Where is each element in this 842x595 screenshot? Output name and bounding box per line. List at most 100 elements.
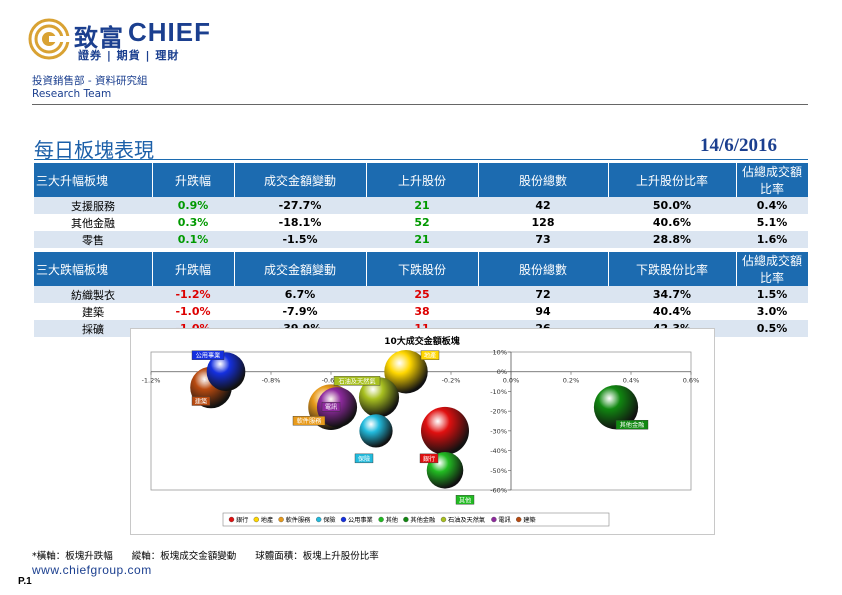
bubble-label: 其他 [459, 496, 471, 504]
sector-name: 紡織製衣 [34, 286, 152, 303]
x-tick-label: 0.4% [623, 377, 640, 385]
bubble-label: 其他金融 [620, 421, 645, 429]
bubble-4 [206, 352, 246, 392]
turnover-change-cell: 6.7% [234, 286, 366, 303]
bubble-chart-frame: 10大成交金額板塊 -1.2%-1.0%-0.8%-0.6%-0.4%-0.2%… [130, 328, 715, 535]
legend-label: 建築 [523, 516, 535, 524]
x-tick-label: -1.2% [142, 377, 161, 385]
y-tick-label: -30% [490, 427, 507, 435]
legend-box [222, 512, 610, 527]
sector-name: 採礦 [34, 320, 152, 337]
bubble-label-box [292, 415, 326, 426]
legend-label: 其他 [386, 516, 398, 524]
turnover-share-cell: 0.4% [736, 197, 808, 214]
brand-subtitle: 證券 | 期貨 | 理財 [78, 49, 180, 62]
y-tick-label: -10% [490, 388, 507, 396]
table-header-row: 三大升幅板塊 升跌幅 成交金額變動 上升股份 股份總數 上升股份比率 佔總成交額… [34, 163, 809, 197]
sector-name: 支援服務 [34, 197, 152, 214]
brand-english: CHIEF [128, 17, 211, 47]
brand-chinese: 致富 [74, 24, 124, 52]
legend-label: 保險 [323, 516, 335, 524]
chief-logo-icon [28, 18, 70, 60]
turnover-change-cell: -7.9% [282, 305, 318, 318]
y-tick-label: -20% [490, 408, 507, 416]
rising-ratio-cell: 40.6% [652, 216, 692, 229]
col-header: 三大跌幅板塊 [34, 252, 153, 286]
page-title: 每日板塊表現 [34, 138, 154, 162]
legend-label: 軟件服務 [286, 516, 312, 524]
y-tick-label: -60% [490, 487, 507, 495]
legend-swatch [491, 516, 497, 523]
x-tick-label: -0.2% [442, 377, 461, 385]
footnote: *橫軸：板塊升跌幅 縱軸：板塊成交金額變動 球體面積：板塊上升股份比率 [32, 551, 379, 562]
table-row: 支援服務 0.9% -27.7% 21 42 50.0% 0.4% [34, 197, 808, 214]
rising-count-cell: 21 [366, 197, 478, 214]
col-header: 上升股份 [366, 163, 479, 197]
y-tick-label: -40% [490, 447, 507, 455]
col-header: 下跌股份比率 [608, 252, 737, 286]
sector-name: 零售 [34, 231, 152, 248]
turnover-share-cell: 1.5% [736, 286, 808, 303]
legend-swatch [228, 516, 235, 523]
legend-swatch [340, 516, 347, 523]
bubble-label-box [333, 376, 381, 386]
bubble-3 [359, 414, 393, 448]
total-count-cell: 72 [478, 286, 608, 303]
rising-ratio-cell: 28.8% [608, 231, 736, 248]
bubble-label: 石油及天然氣 [338, 377, 375, 385]
legend-label: 石油及天然氣 [448, 516, 485, 524]
website-link[interactable]: www.chiefgroup.com [32, 563, 152, 577]
total-count-cell: 42 [478, 197, 608, 214]
bubble-label-box [455, 495, 475, 505]
rising-ratio-cell: 50.0% [608, 197, 736, 214]
bubble-label-box [321, 401, 341, 412]
bubble-label: 保險 [358, 455, 370, 463]
turnover-change-cell: -27.7% [234, 197, 366, 214]
y-tick-label: 10% [493, 349, 507, 357]
header-divider [32, 104, 808, 105]
legend-swatch [316, 516, 322, 523]
change-cell: -1.2% [152, 286, 234, 303]
col-header: 升跌幅 [152, 163, 235, 197]
bubble-label: 地產 [424, 352, 436, 360]
y-tick-label: -50% [490, 467, 507, 475]
sector-name: 其他金融 [71, 216, 115, 230]
bubble-6 [593, 385, 639, 430]
col-header: 股份總數 [478, 252, 609, 286]
legend-swatch [378, 516, 384, 523]
change-cell: 0.1% [152, 231, 234, 248]
bubble-label-box [191, 350, 225, 360]
bubble-label: 電訊 [325, 403, 337, 411]
bubble-label: 銀行 [423, 455, 435, 463]
x-tick-label: 0.0% [503, 377, 520, 385]
total-count-cell: 94 [535, 305, 551, 318]
falling-count-cell: 25 [366, 286, 478, 303]
bubble-0 [421, 406, 469, 455]
col-header: 三大升幅板塊 [34, 163, 153, 197]
bubble-label-box [419, 453, 439, 464]
rising-count-cell: 52 [414, 216, 430, 229]
change-cell: 0.9% [152, 197, 234, 214]
table-header-row: 三大跌幅板塊 升跌幅 成交金額變動 下跌股份 股份總數 下跌股份比率 佔總成交額… [34, 252, 809, 286]
legend-label: 地產 [261, 516, 273, 524]
legend-label: 公用事業 [348, 516, 373, 524]
legend-swatch [278, 516, 284, 523]
x-tick-label: 0.6% [683, 377, 700, 385]
x-tick-label: -0.8% [262, 377, 281, 385]
legend-label: 銀行 [236, 516, 248, 524]
legend-swatch [403, 516, 409, 523]
sector-name: 建築 [82, 305, 104, 319]
turnover-share-cell: 0.5% [736, 320, 808, 337]
top-losers-table: 三大跌幅板塊 升跌幅 成交金額變動 下跌股份 股份總數 下跌股份比率 佔總成交額… [34, 252, 809, 337]
total-count-cell: 73 [478, 231, 608, 248]
rising-count-cell: 21 [366, 231, 478, 248]
department-chinese: 投資銷售部 - 資料研究組 [32, 75, 148, 87]
bubble-label-box [354, 453, 374, 464]
chart-title: 10大成交金額板塊 [384, 335, 460, 347]
col-header: 成交金額變動 [234, 163, 367, 197]
col-header: 上升股份比率 [608, 163, 737, 197]
bubble-chart: 10大成交金額板塊 -1.2%-1.0%-0.8%-0.6%-0.4%-0.2%… [142, 335, 700, 527]
top-gainers-table: 三大升幅板塊 升跌幅 成交金額變動 上升股份 股份總數 上升股份比率 佔總成交額… [34, 163, 809, 248]
table-row: 建築 -1.0% -7.9% 38 94 40.4% 3.0% [34, 303, 808, 320]
bubble-label: 建築 [195, 397, 207, 405]
